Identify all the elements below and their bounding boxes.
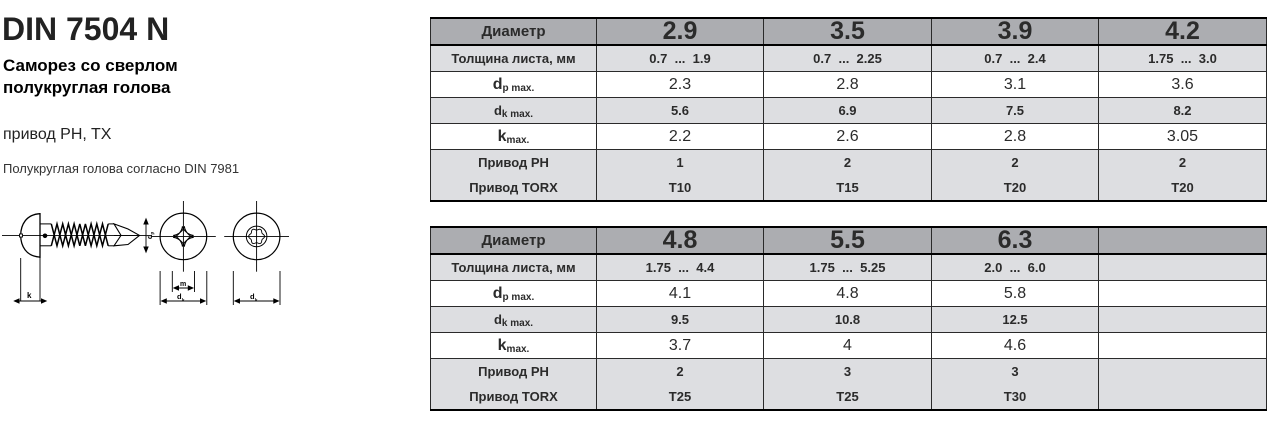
svg-text:m: m xyxy=(180,281,186,288)
svg-text:k: k xyxy=(255,298,258,303)
svg-text:k: k xyxy=(182,298,185,303)
svg-text:k: k xyxy=(27,291,32,300)
